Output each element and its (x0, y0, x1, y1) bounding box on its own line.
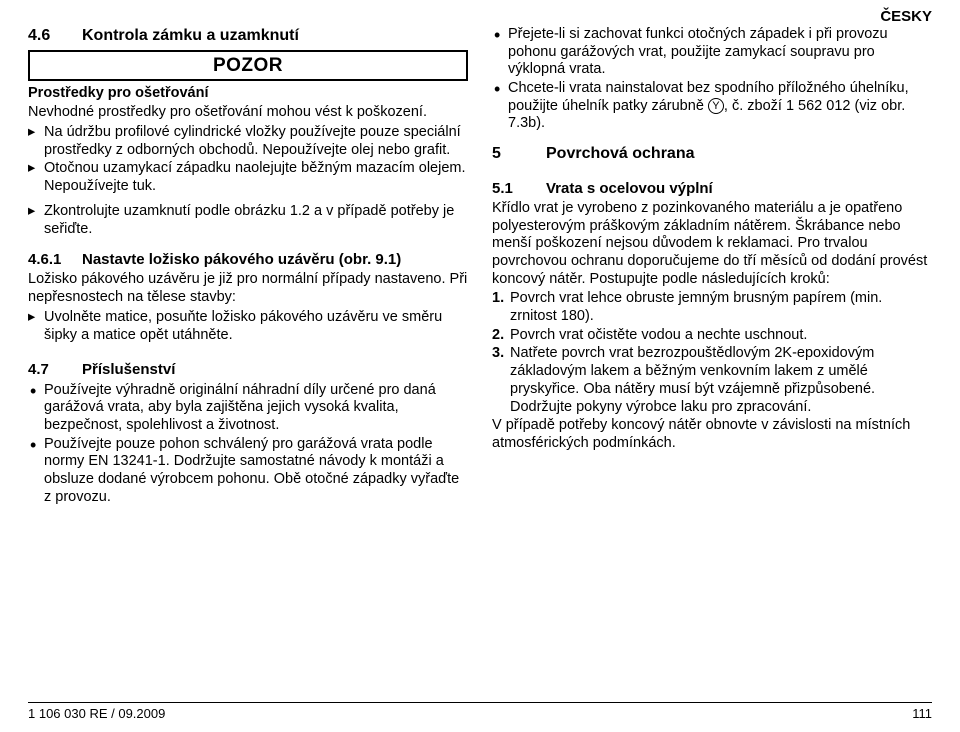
list-item: 1. Povrch vrat lehce obruste jemným brusn… (492, 290, 932, 325)
heading-title: Nastavte ložisko pákového uzávěru (obr. … (82, 251, 401, 269)
heading-num: 4.7 (28, 361, 82, 379)
heading-num: 4.6.1 (28, 251, 82, 269)
step-number: 1. (492, 290, 504, 308)
step-number: 3. (492, 345, 504, 363)
list-item: Zkontrolujte uzamknutí podle obrázku 1.2… (28, 203, 468, 238)
circled-letter-icon: Y (708, 98, 724, 114)
list-item: Na údržbu profilové cylindrické vložky p… (28, 124, 468, 159)
heading-title: Povrchová ochrana (546, 144, 695, 164)
list-item: Uvolněte matice, posuňte ložisko pákovéh… (28, 309, 468, 344)
heading-4-6: 4.6 Kontrola zámku a uzamknutí (28, 26, 468, 46)
list-item: Používejte výhradně originální náhradní … (28, 382, 468, 435)
content-columns: 4.6 Kontrola zámku a uzamknutí POZOR Pro… (28, 26, 932, 507)
heading-5: 5 Povrchová ochrana (492, 144, 932, 164)
list-item: Používejte pouze pohon schválený pro gar… (28, 436, 468, 507)
list-item: Otočnou uzamykací západku naolejujte běž… (28, 160, 468, 195)
paragraph: Křídlo vrat je vyrobeno z pozinkovaného … (492, 200, 932, 288)
heading-title: Vrata s ocelovou výplní (546, 180, 713, 198)
heading-5-1: 5.1 Vrata s ocelovou výplní (492, 180, 932, 198)
heading-title: Kontrola zámku a uzamknutí (82, 26, 299, 46)
step-text: Povrch vrat lehce obruste jemným brusným… (510, 290, 882, 324)
paragraph: Ložisko pákového uzávěru je již pro norm… (28, 271, 468, 306)
footer-page-number: 111 (912, 706, 932, 722)
steps-list: 1. Povrch vrat lehce obruste jemným brusn… (492, 290, 932, 416)
list-item: 2. Povrch vrat očistěte vodou a nechte us… (492, 327, 932, 345)
right-top-list: Přejete-li si zachovat funkci otočných z… (492, 26, 932, 133)
right-column: Přejete-li si zachovat funkci otočných z… (492, 26, 932, 507)
language-label: ČESKY (880, 8, 932, 26)
check-list: Zkontrolujte uzamknutí podle obrázku 1.2… (28, 203, 468, 238)
accessory-list: Používejte výhradně originální náhradní … (28, 382, 468, 507)
step-text: Natřete povrch vrat bezrozpouštědlovým 2… (510, 345, 875, 414)
warning-subtitle: Prostředky pro ošetřování (28, 85, 468, 103)
step-number: 2. (492, 327, 504, 345)
maintenance-list: Na údržbu profilové cylindrické vložky p… (28, 124, 468, 196)
heading-num: 4.6 (28, 26, 82, 46)
heading-4-7: 4.7 Příslušenství (28, 361, 468, 379)
step-text: Povrch vrat očistěte vodou a nechte usch… (510, 327, 807, 343)
footer-doc-id: 1 106 030 RE / 09.2009 (28, 706, 165, 722)
left-column: 4.6 Kontrola zámku a uzamknutí POZOR Pro… (28, 26, 468, 507)
warning-text: Nevhodné prostředky pro ošetřování mohou… (28, 104, 468, 122)
page-footer: 1 106 030 RE / 09.2009 111 (28, 702, 932, 722)
adjust-list: Uvolněte matice, posuňte ložisko pákovéh… (28, 309, 468, 344)
list-item: 3. Natřete povrch vrat bezrozpouštědlovým… (492, 345, 932, 416)
warning-box-title: POZOR (28, 50, 468, 81)
heading-num: 5.1 (492, 180, 546, 198)
paragraph: V případě potřeby koncový nátěr obnovte … (492, 417, 932, 452)
heading-title: Příslušenství (82, 361, 175, 379)
heading-num: 5 (492, 144, 546, 164)
list-item: Přejete-li si zachovat funkci otočných z… (492, 26, 932, 79)
heading-4-6-1: 4.6.1 Nastavte ložisko pákového uzávěru … (28, 251, 468, 269)
list-item: Chcete-li vrata nainstalovat bez spodníh… (492, 80, 932, 133)
